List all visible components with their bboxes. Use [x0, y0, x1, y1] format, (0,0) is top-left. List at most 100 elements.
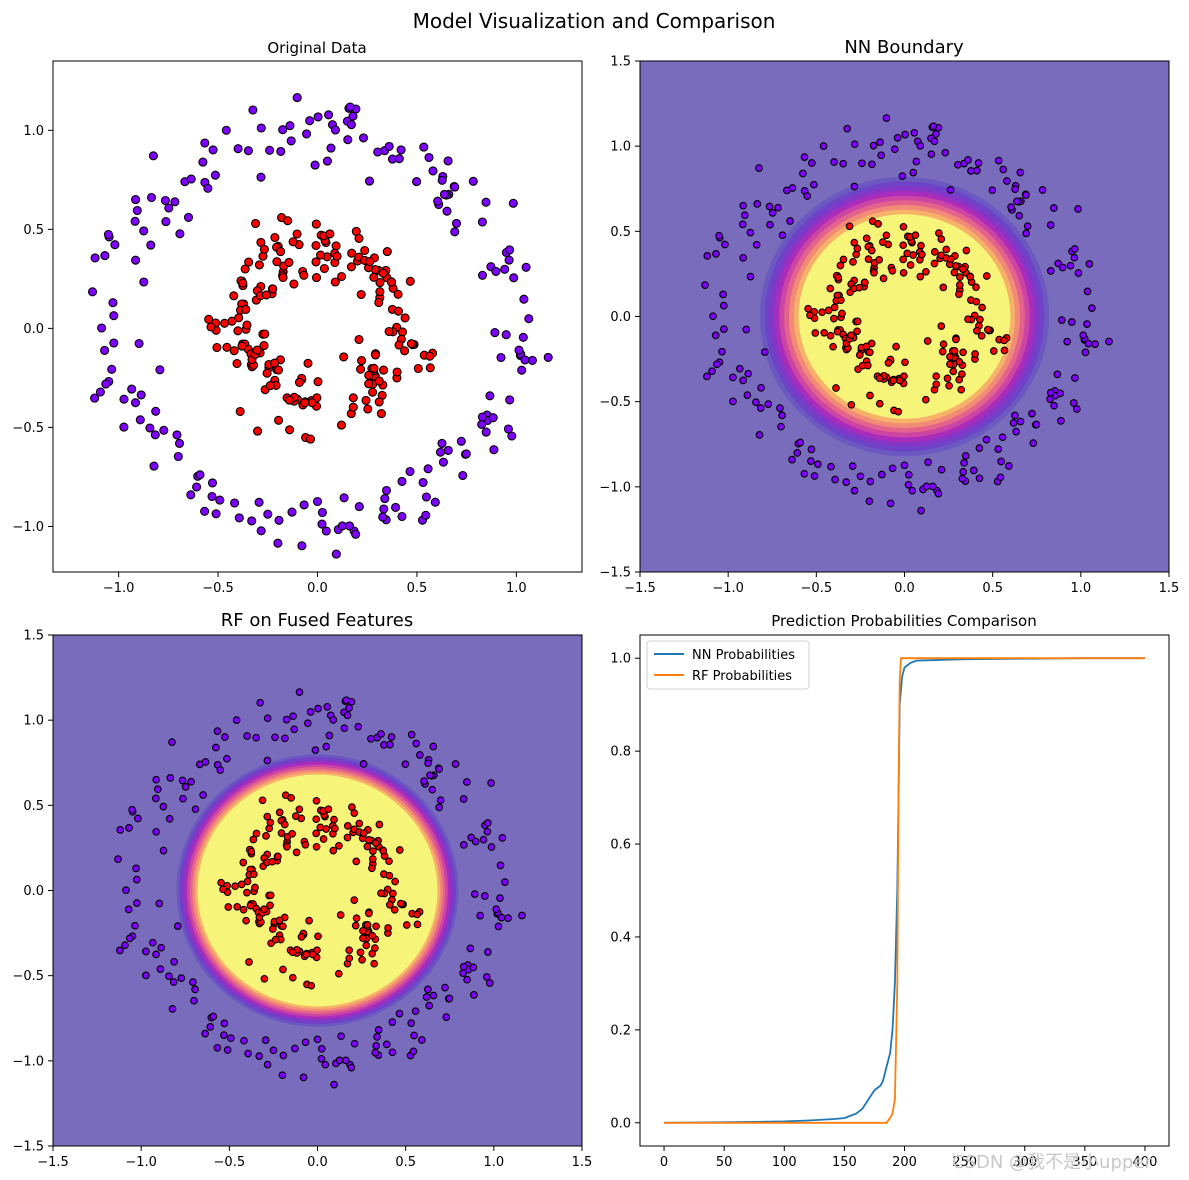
point-class-0 [827, 462, 835, 471]
x-tick-label: 1.5 [1159, 581, 1180, 596]
point-class-1 [394, 340, 404, 350]
point-class-0 [445, 994, 454, 1003]
point-class-1 [235, 406, 245, 417]
axis-ticks: −1.5 −1.0 −0.5 0.0 0.5 1.0 1.5 −1.5 −1.0 −0.5 0.0 0… [12, 629, 592, 1171]
point-class-1 [274, 852, 282, 861]
point-class-1 [345, 954, 354, 963]
x-tick-label: 0.5 [982, 581, 1003, 596]
point-class-0 [1071, 374, 1079, 382]
point-class-0 [387, 733, 396, 741]
point-class-0 [256, 698, 265, 707]
point-class-0 [429, 991, 438, 1000]
point-class-0 [481, 197, 491, 207]
point-class-0 [488, 413, 498, 423]
point-class-1 [923, 337, 932, 345]
point-class-0 [321, 1060, 330, 1069]
point-class-1 [959, 348, 967, 357]
point-class-1 [955, 357, 964, 366]
point-class-1 [918, 250, 926, 259]
point-class-0 [521, 262, 531, 272]
point-class-0 [504, 914, 512, 922]
point-class-0 [1088, 304, 1096, 312]
point-class-0 [807, 445, 816, 454]
point-class-1 [345, 946, 354, 955]
axis-ticks: 0 50 100 150 200 250 300 350 400 0.0 0.2 0.4 0.6 0.8 1… [610, 652, 1157, 1170]
point-class-1 [932, 380, 941, 389]
point-class-0 [159, 846, 168, 855]
point-class-0 [359, 760, 368, 768]
point-class-0 [223, 754, 231, 763]
point-class-0 [946, 186, 955, 194]
point-class-0 [808, 159, 816, 167]
point-class-0 [152, 950, 160, 959]
point-class-0 [774, 203, 782, 212]
point-class-0 [337, 1032, 345, 1041]
point-class-1 [1000, 346, 1009, 355]
point-class-0 [227, 1034, 235, 1043]
point-class-1 [385, 871, 394, 880]
scatter-marks [701, 114, 1113, 515]
point-class-0 [134, 814, 142, 823]
point-class-0 [461, 449, 471, 459]
point-class-0 [212, 743, 220, 752]
point-class-1 [385, 857, 393, 866]
point-class-1 [899, 255, 908, 264]
point-class-1 [270, 358, 280, 368]
point-class-0 [331, 549, 341, 559]
point-class-1 [237, 341, 247, 351]
point-class-1 [838, 309, 846, 318]
point-class-1 [239, 905, 248, 914]
point-class-0 [178, 776, 187, 785]
point-class-0 [145, 423, 155, 433]
point-class-1 [400, 346, 410, 356]
point-class-0 [442, 1013, 451, 1021]
point-class-1 [830, 303, 839, 312]
point-class-0 [198, 157, 208, 167]
point-class-0 [206, 1023, 215, 1031]
point-class-0 [146, 192, 157, 203]
point-class-1 [337, 271, 347, 282]
point-class-1 [364, 379, 374, 389]
point-class-1 [950, 347, 959, 355]
point-class-0 [371, 1048, 380, 1057]
point-class-0 [496, 861, 505, 870]
y-tick-label: 1.0 [610, 140, 631, 155]
x-tick-label: 0.5 [395, 1155, 416, 1170]
point-class-0 [223, 1046, 232, 1054]
point-class-0 [401, 760, 410, 769]
point-class-1 [356, 364, 366, 374]
point-class-0 [201, 1029, 209, 1038]
point-class-0 [350, 1039, 359, 1048]
point-class-0 [384, 141, 394, 151]
point-class-0 [740, 211, 749, 220]
point-class-0 [175, 229, 185, 239]
point-class-1 [875, 255, 884, 264]
point-class-1 [384, 924, 392, 932]
point-class-1 [343, 833, 352, 842]
point-class-0 [128, 805, 136, 814]
point-class-0 [330, 125, 340, 135]
suptitle: Model Visualization and Comparison [413, 9, 776, 33]
point-class-0 [165, 972, 173, 981]
panel-original-data: Original Data −1.0 −0.5 0.0 0.5 1.0 −1.0 −0.5 0… [12, 39, 583, 596]
point-class-0 [139, 277, 149, 287]
point-class-0 [1009, 419, 1018, 427]
point-class-1 [1000, 336, 1008, 345]
point-class-0 [208, 145, 218, 155]
point-class-1 [899, 268, 908, 277]
point-class-1 [276, 247, 286, 257]
point-class-1 [297, 933, 306, 941]
point-class-0 [295, 688, 304, 696]
point-class-0 [263, 756, 272, 765]
point-class-1 [392, 367, 402, 377]
point-class-1 [806, 311, 814, 320]
legend-label-nn: NN Probabilities [692, 648, 795, 663]
axis-ticks: −1.0 −0.5 0.0 0.5 1.0 −1.0 −0.5 0.0 0.5 1.0 [12, 124, 526, 596]
point-class-0 [364, 176, 375, 186]
point-class-0 [152, 827, 161, 836]
x-tick-label: 250 [952, 1155, 977, 1170]
point-class-0 [287, 507, 297, 517]
point-class-0 [119, 394, 129, 404]
point-class-0 [358, 133, 369, 143]
